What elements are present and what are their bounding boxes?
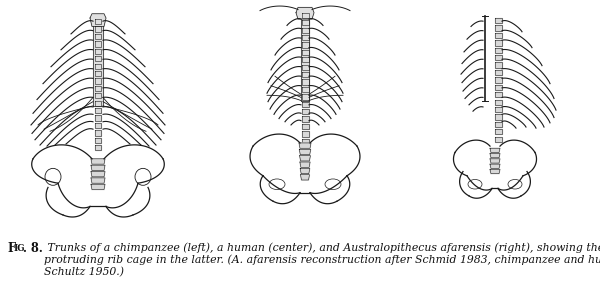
Polygon shape: [302, 28, 308, 33]
Polygon shape: [90, 14, 106, 26]
Polygon shape: [494, 26, 502, 31]
Polygon shape: [95, 78, 101, 84]
Polygon shape: [91, 172, 105, 177]
Polygon shape: [302, 109, 308, 114]
Polygon shape: [302, 20, 308, 26]
Polygon shape: [299, 156, 310, 161]
Polygon shape: [95, 49, 101, 54]
Polygon shape: [494, 48, 502, 53]
Polygon shape: [91, 184, 105, 189]
Polygon shape: [302, 79, 308, 85]
Polygon shape: [494, 114, 502, 120]
Polygon shape: [296, 7, 314, 19]
Polygon shape: [494, 122, 502, 127]
Polygon shape: [302, 102, 308, 107]
Text: F: F: [7, 242, 16, 255]
Polygon shape: [302, 94, 308, 99]
Polygon shape: [95, 19, 101, 24]
Polygon shape: [302, 87, 308, 92]
Polygon shape: [95, 130, 101, 135]
Polygon shape: [494, 40, 502, 45]
Polygon shape: [494, 62, 502, 68]
Polygon shape: [494, 77, 502, 83]
Polygon shape: [95, 64, 101, 69]
Polygon shape: [494, 85, 502, 90]
Polygon shape: [91, 178, 105, 183]
Polygon shape: [494, 55, 502, 60]
Polygon shape: [302, 139, 308, 144]
Polygon shape: [95, 86, 101, 91]
Polygon shape: [301, 175, 310, 180]
Polygon shape: [302, 146, 308, 151]
Polygon shape: [95, 123, 101, 128]
Polygon shape: [494, 92, 502, 97]
Polygon shape: [302, 72, 308, 77]
Polygon shape: [494, 18, 502, 23]
Polygon shape: [494, 107, 502, 112]
Polygon shape: [490, 154, 500, 158]
Polygon shape: [302, 124, 308, 129]
Text: IG: IG: [13, 244, 25, 252]
Polygon shape: [300, 168, 310, 174]
Polygon shape: [299, 149, 311, 155]
Polygon shape: [93, 26, 103, 106]
Polygon shape: [95, 71, 101, 76]
Polygon shape: [302, 116, 308, 122]
Text: Trunks of a chimpanzee (left), a human (center), and Australopithecus afarensis : Trunks of a chimpanzee (left), a human (…: [44, 242, 600, 277]
Polygon shape: [302, 13, 308, 18]
Polygon shape: [494, 33, 502, 38]
Polygon shape: [490, 164, 500, 168]
Polygon shape: [494, 137, 502, 142]
Polygon shape: [490, 148, 500, 152]
Polygon shape: [302, 57, 308, 62]
Polygon shape: [300, 162, 310, 167]
Polygon shape: [91, 165, 105, 170]
Polygon shape: [302, 154, 308, 159]
Polygon shape: [302, 50, 308, 55]
Polygon shape: [95, 108, 101, 113]
Polygon shape: [494, 99, 502, 105]
Text: . 8.: . 8.: [23, 242, 43, 255]
Polygon shape: [494, 129, 502, 135]
Polygon shape: [302, 64, 308, 70]
Polygon shape: [490, 169, 500, 174]
Polygon shape: [95, 26, 101, 32]
Polygon shape: [95, 138, 101, 143]
Polygon shape: [95, 101, 101, 106]
Polygon shape: [302, 42, 308, 48]
Polygon shape: [95, 145, 101, 150]
Polygon shape: [95, 116, 101, 121]
Polygon shape: [95, 34, 101, 39]
Polygon shape: [95, 41, 101, 47]
Polygon shape: [301, 19, 309, 101]
Polygon shape: [494, 70, 502, 75]
Polygon shape: [95, 56, 101, 61]
Polygon shape: [299, 143, 311, 148]
Polygon shape: [95, 93, 101, 99]
Polygon shape: [91, 159, 105, 164]
Polygon shape: [302, 35, 308, 40]
Polygon shape: [302, 131, 308, 137]
Polygon shape: [490, 159, 500, 163]
